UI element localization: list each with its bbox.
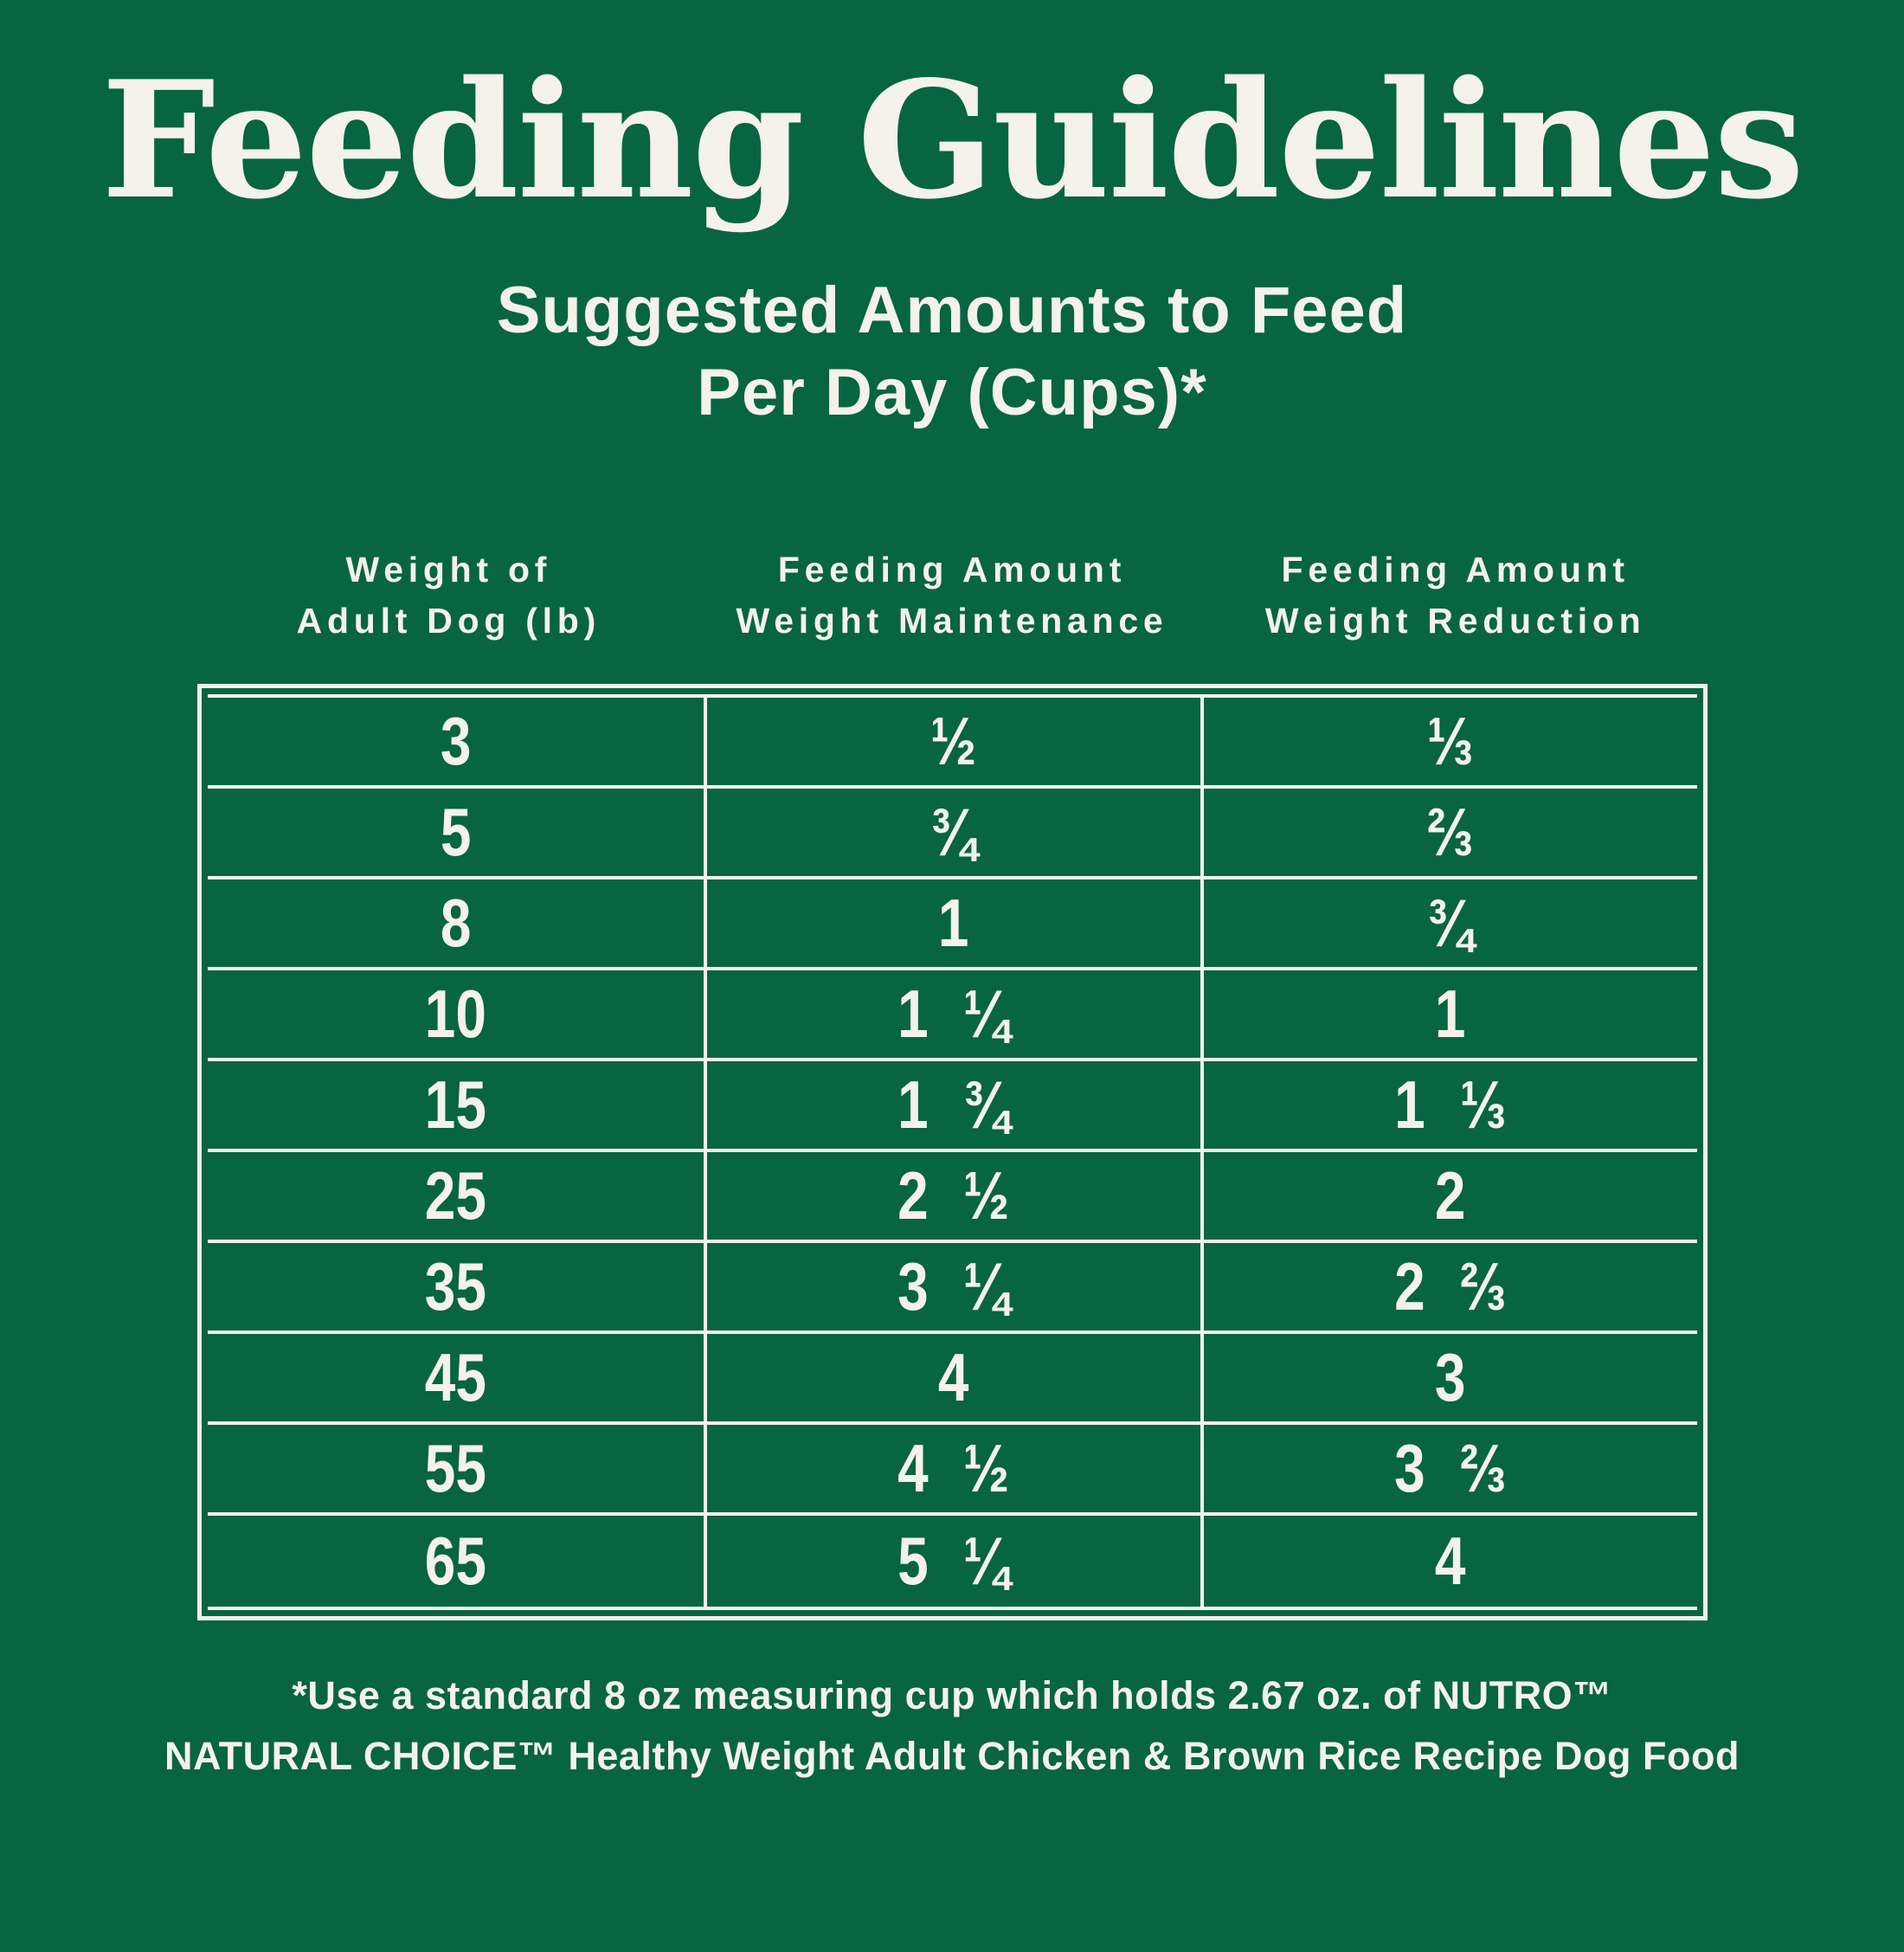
cell-value: 1: [1434, 975, 1466, 1052]
weight-cell: 8: [208, 879, 704, 967]
weight-cell: 35: [208, 1243, 704, 1330]
cell-value: 3 ⅔: [1394, 1429, 1507, 1506]
cell-value: 1 ¼: [897, 975, 1010, 1052]
reduction-cell: 1: [1200, 970, 1697, 1058]
cell-value: 10: [424, 975, 486, 1052]
cell-value: 4: [938, 1338, 969, 1415]
reduction-cell: 2: [1200, 1151, 1697, 1240]
weight-cell: 3: [208, 698, 704, 785]
cell-value: 5: [440, 793, 472, 870]
cell-value: 5 ¼: [897, 1522, 1010, 1599]
reduction-cell: 1 ⅓: [1200, 1060, 1697, 1149]
cell-value: ⅔: [1426, 793, 1474, 870]
weight-cell: 65: [208, 1516, 704, 1607]
table-row: 55 4 ½ 3 ⅔: [207, 1424, 1697, 1516]
maintenance-cell: 5 ¼: [704, 1515, 1200, 1607]
table-row: 5 ¾ ⅔: [207, 788, 1697, 879]
cell-value: 2 ⅔: [1394, 1247, 1507, 1324]
feeding-table: 3 ½ ⅓ 5 ¾ ⅔ 8 1 ¾ 10 1 ¼ 1 15 1 ¾: [196, 683, 1708, 1620]
table-row: 8 1 ¾: [207, 879, 1697, 970]
cell-value: 2 ½: [897, 1156, 1010, 1234]
cell-value: 1 ¾: [897, 1066, 1010, 1143]
maintenance-cell: 3 ¼: [704, 1242, 1200, 1330]
weight-cell: 45: [208, 1334, 704, 1421]
cell-value: 4: [1434, 1522, 1466, 1599]
weight-cell: 5: [208, 789, 704, 876]
page-title: Feeding Guidelines: [100, 45, 1804, 235]
page: { "colors":{ "background":"#076540", "te…: [0, 48, 1904, 1952]
table-row: 45 4 3: [207, 1333, 1697, 1425]
weight-cell: 15: [208, 1061, 704, 1149]
cell-value: 15: [424, 1066, 486, 1143]
cell-value: ⅓: [1426, 702, 1474, 779]
maintenance-cell: 1 ¼: [704, 970, 1200, 1058]
reduction-cell: 4: [1200, 1515, 1697, 1607]
weight-cell: 25: [208, 1152, 704, 1240]
cell-value: 35: [424, 1247, 486, 1324]
table-row: 3 ½ ⅓: [207, 697, 1697, 789]
maintenance-cell: 2 ½: [704, 1151, 1200, 1240]
reduction-cell: 3 ⅔: [1200, 1424, 1697, 1512]
cell-value: ¾: [930, 793, 977, 870]
table-row: 35 3 ¼ 2 ⅔: [207, 1242, 1697, 1334]
table-row: 10 1 ¼ 1: [207, 970, 1697, 1061]
subtitle: Suggested Amounts to Feed Per Day (Cups)…: [496, 273, 1408, 429]
reduction-cell: ⅓: [1200, 697, 1697, 785]
cell-value: 4 ½: [897, 1429, 1010, 1506]
weight-cell: 55: [208, 1425, 704, 1512]
cell-value: 65: [424, 1522, 486, 1599]
column-header-reduction: Feeding Amount Weight Reduction: [1264, 549, 1646, 641]
reduction-cell: 3: [1200, 1333, 1697, 1421]
cell-value: 25: [424, 1156, 486, 1234]
maintenance-cell: 1: [704, 879, 1200, 967]
cell-value: 3 ¼: [897, 1247, 1010, 1324]
maintenance-cell: ½: [704, 697, 1200, 785]
table-row: 25 2 ½ 2: [207, 1151, 1697, 1243]
maintenance-cell: 4 ½: [704, 1424, 1200, 1512]
cell-value: 45: [424, 1338, 486, 1415]
cell-value: 2: [1434, 1156, 1466, 1234]
table-row: 15 1 ¾ 1 ⅓: [207, 1060, 1697, 1152]
cell-value: 3: [440, 702, 472, 779]
cell-value: ½: [930, 702, 977, 779]
reduction-cell: 2 ⅔: [1200, 1242, 1697, 1330]
feeding-table-grid: 3 ½ ⅓ 5 ¾ ⅔ 8 1 ¾ 10 1 ¼ 1 15 1 ¾: [207, 693, 1697, 1610]
maintenance-cell: 4: [704, 1333, 1200, 1421]
column-header-maintenance: Feeding Amount Weight Maintenance: [736, 549, 1168, 641]
column-header-weight: Weight of Adult Dog (lb): [296, 549, 601, 641]
reduction-cell: ¾: [1200, 879, 1697, 967]
cell-value: 3: [1434, 1338, 1466, 1415]
cell-value: 8: [440, 884, 472, 961]
maintenance-cell: ¾: [704, 788, 1200, 876]
maintenance-cell: 1 ¾: [704, 1060, 1200, 1149]
cell-value: ¾: [1426, 884, 1474, 961]
weight-cell: 10: [208, 970, 704, 1058]
reduction-cell: ⅔: [1200, 788, 1697, 876]
cell-value: 1 ⅓: [1394, 1066, 1507, 1143]
feeding-guidelines-panel: Feeding Guidelines Suggested Amounts to …: [0, 48, 1904, 1952]
cell-value: 55: [424, 1429, 486, 1506]
footnote: *Use a standard 8 oz measuring cup which…: [164, 1672, 1740, 1778]
table-row: 65 5 ¼ 4: [208, 1515, 1697, 1607]
table-column-headers: Weight of Adult Dog (lb) Feeding Amount …: [197, 544, 1708, 647]
cell-value: 1: [938, 884, 969, 961]
